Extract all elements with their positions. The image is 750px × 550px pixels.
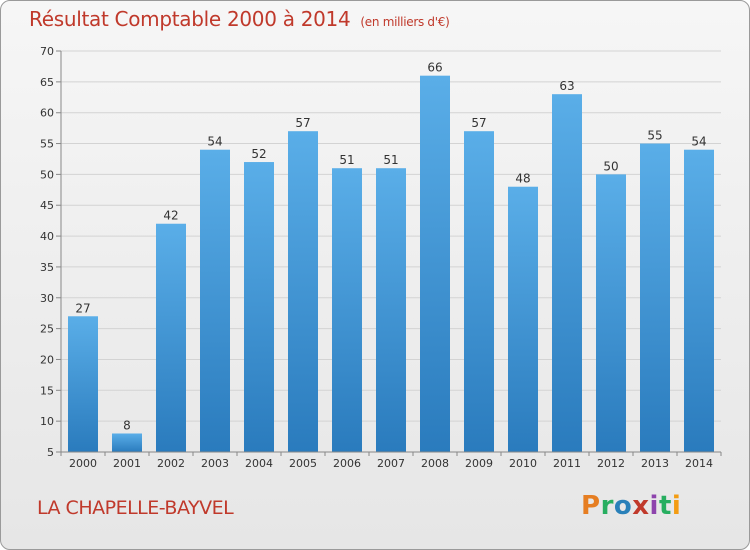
chart-title: Résultat Comptable 2000 à 2014 (en millie…: [29, 7, 450, 31]
data-label: 55: [647, 129, 662, 143]
y-axis: 5 10 15 20 25 30 35 40 45 50 55 60 65 70: [40, 45, 62, 459]
x-tick-label: 2008: [421, 457, 449, 470]
y-tick-label: 70: [40, 45, 54, 58]
y-tick-label: 55: [40, 138, 54, 151]
data-label: 8: [123, 418, 131, 432]
data-label: 50: [603, 159, 618, 173]
y-tick-label: 30: [40, 292, 54, 305]
y-tick-label: 60: [40, 107, 54, 120]
x-tick-label: 2005: [289, 457, 317, 470]
x-tick-label: 2002: [157, 457, 185, 470]
data-label: 54: [207, 135, 222, 149]
bar-2003: [200, 149, 230, 452]
y-tick-label: 40: [40, 230, 54, 243]
y-tick-label: 45: [40, 199, 54, 212]
logo-letter: P: [581, 491, 601, 521]
x-tick-label: 2013: [641, 457, 669, 470]
x-tick-label: 2009: [465, 457, 493, 470]
chart-subtitle: (en milliers d'€): [360, 15, 450, 29]
bars: [68, 75, 714, 453]
y-tick-label: 10: [40, 415, 54, 428]
bar-2014: [684, 149, 714, 452]
bar-2013: [640, 143, 670, 453]
data-label: 57: [295, 116, 310, 130]
data-label: 63: [559, 79, 574, 93]
data-label: 51: [383, 153, 398, 167]
bar-2001: [112, 433, 142, 452]
y-tick-label: 65: [40, 76, 54, 89]
chart-title-text: Résultat Comptable 2000 à 2014: [29, 7, 351, 31]
data-labels: 27 8 42 54 52 57 51 51 66 57 48 63 50 55 54: [75, 61, 706, 433]
x-axis: 2000 2001 2002 2003 2004 2005 2006 2007 2008 2009…: [60, 451, 722, 470]
bar-2010: [508, 186, 538, 452]
x-tick-label: 2007: [377, 457, 405, 470]
bar-2006: [332, 168, 362, 452]
y-tick-label: 35: [40, 261, 54, 274]
logo-letter: t: [658, 491, 672, 521]
x-tick-label: 2010: [509, 457, 537, 470]
y-tick-label: 15: [40, 384, 54, 397]
data-label: 52: [251, 147, 266, 161]
data-label: 51: [339, 153, 354, 167]
x-tick-label: 2001: [113, 457, 141, 470]
place-name: LA CHAPELLE-BAYVEL: [37, 497, 234, 519]
x-tick-label: 2011: [553, 457, 581, 470]
y-tick-label: 25: [40, 323, 54, 336]
x-tick-label: 2003: [201, 457, 229, 470]
data-label: 27: [75, 301, 90, 315]
data-label: 48: [515, 172, 530, 186]
bar-2008: [420, 75, 450, 452]
logo-letter: r: [600, 491, 614, 521]
bar-2007: [376, 168, 406, 452]
data-label: 57: [471, 116, 486, 130]
proxiti-logo: Proxiti: [581, 491, 681, 521]
logo-letter: o: [613, 491, 633, 521]
y-tick-label: 50: [40, 168, 54, 181]
data-label: 42: [163, 209, 178, 223]
data-label: 66: [427, 61, 442, 75]
bar-2004: [244, 162, 274, 453]
bar-2000: [68, 316, 98, 452]
x-tick-label: 2012: [597, 457, 625, 470]
y-tick-label: 5: [47, 446, 54, 459]
logo-letter: i: [671, 491, 682, 521]
bar-2009: [464, 131, 494, 452]
bar-2011: [552, 94, 582, 452]
logo-letter: x: [632, 491, 650, 521]
bar-2002: [156, 223, 186, 452]
y-tick-label: 20: [40, 353, 54, 366]
x-tick-label: 2000: [69, 457, 97, 470]
x-tick-label: 2006: [333, 457, 361, 470]
x-tick-label: 2014: [685, 457, 713, 470]
bar-2005: [288, 131, 318, 452]
x-tick-label: 2004: [245, 457, 273, 470]
logo-letter: i: [649, 491, 659, 521]
bar-2012: [596, 174, 626, 452]
data-label: 54: [691, 135, 706, 149]
